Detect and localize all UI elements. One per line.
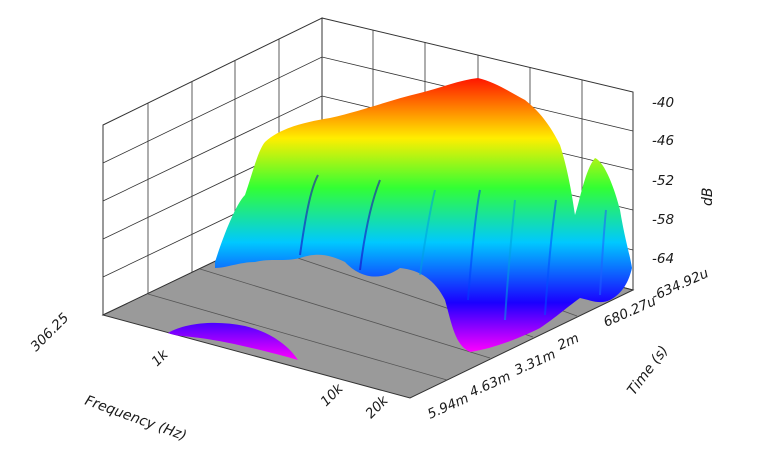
frequency-tick-label: 1k <box>149 346 173 370</box>
z-tick-label: -46 <box>652 133 674 149</box>
frequency-tick-label: 10k <box>318 380 348 410</box>
time-tick-label: 2m <box>555 330 581 353</box>
time-tick-label: 5.94m <box>425 390 471 422</box>
time-tick-label: 3.31m <box>512 346 558 378</box>
surface-ridges <box>299 174 607 321</box>
z-tick-label: -64 <box>652 251 674 267</box>
z-tick-label: -40 <box>652 95 674 111</box>
time-axis-title: Time (s) <box>624 343 671 398</box>
frequency-axis-title: Frequency (Hz) <box>83 393 189 445</box>
z-tick-label: -58 <box>652 212 674 228</box>
z-axis-title: dB <box>700 188 716 207</box>
z-tick-label: -52 <box>652 173 674 189</box>
time-tick-label: -634.92u <box>649 265 711 304</box>
frequency-tick-label: 306.25 <box>28 310 73 355</box>
surface-mesh <box>168 78 632 360</box>
frequency-tick-label: 20k <box>363 392 393 422</box>
surface-front-blob <box>168 322 298 360</box>
surface-main <box>215 78 632 352</box>
z-axis: -40 -46 -52 -58 -64 dB <box>652 95 716 267</box>
time-tick-label: 4.63m <box>467 368 513 400</box>
